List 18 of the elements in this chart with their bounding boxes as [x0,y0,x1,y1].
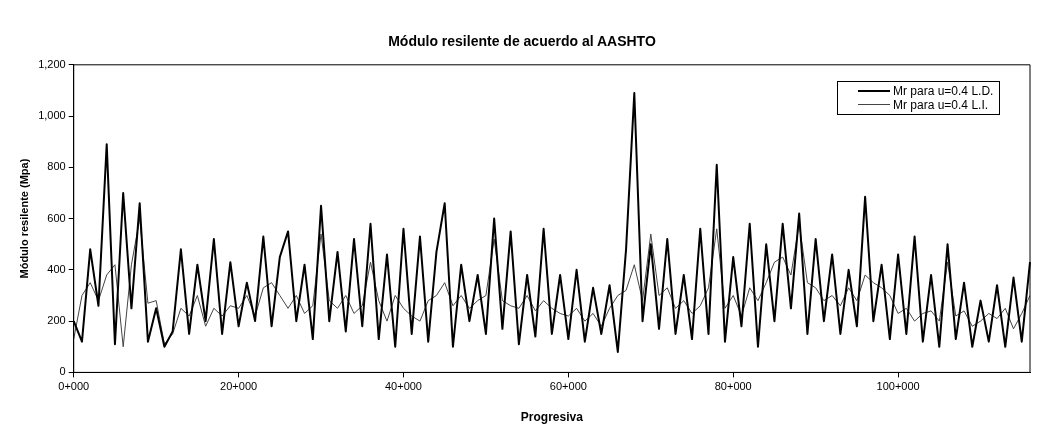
x-tick-label: 40+000 [384,380,422,393]
y-tick-label: 200 [47,314,66,327]
x-axis-title: Progresiva [520,410,584,425]
y-tick-label: 600 [47,211,66,224]
y-axis-title: Módulo resilente (Mpa) [17,158,30,279]
chart-title: Módulo resilente de acuerdo al AASHTO [388,33,656,50]
y-tick-label: 800 [47,160,66,173]
y-tick-label: 400 [47,262,66,275]
legend-label: Mr para u=0.4 L.D. [893,83,994,98]
y-tick-label: 0 [59,365,66,378]
x-tick-label: 80+000 [714,380,752,393]
legend-label: Mr para u=0.4 L.I. [893,97,989,112]
x-tick-label: 0+000 [58,380,90,393]
x-tick-label: 100+000 [876,380,920,393]
y-tick-label: 1,000 [38,109,66,122]
x-tick-label: 20+000 [220,380,258,393]
y-tick-label: 1,200 [38,57,66,70]
x-tick-label: 60+000 [549,380,587,393]
